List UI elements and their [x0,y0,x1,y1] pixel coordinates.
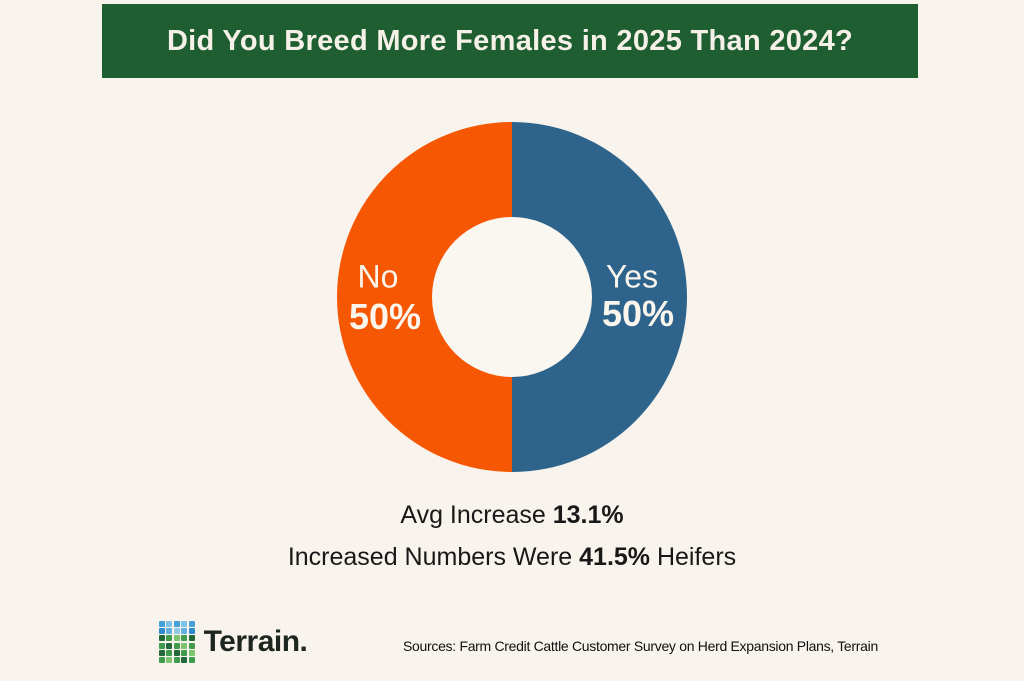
logo-mosaic-cell [166,627,173,634]
stat-line2-text: Increased Numbers Were [287,543,580,571]
logo-mosaic-cell [159,635,165,642]
stat-line-heifers: Increased Numbers Were 41.5% Heifers [0,536,1024,578]
logo-mosaic-cell [181,650,188,657]
logo-mosaic-cell [188,627,195,634]
slice-value-yes: 50% [601,293,675,334]
logo-mosaic-cell [159,627,165,634]
logo-mosaic-cell [159,620,165,627]
logo-mosaic-cell [166,635,173,642]
logo-mosaic-cell [188,657,195,664]
slice-label-no: No [357,258,399,295]
logo-mosaic-cell [173,635,180,642]
logo-mosaic-cell [173,657,180,664]
stat-line1-text: Avg Increase [400,501,553,529]
logo-mosaic-cell [166,650,173,657]
terrain-logo: Terrain. [159,620,308,664]
stats-block: Avg Increase 13.1% Increased Numbers Wer… [0,494,1024,578]
slice-label-yes: Yes [605,258,659,295]
logo-mosaic-cell [173,627,180,634]
logo-mosaic-cell [173,620,180,627]
logo-mosaic-cell [181,620,188,627]
logo-mosaic-cell [159,642,165,649]
donut-chart: No 50% Yes 50% [337,122,687,472]
stat-line-avg-increase: Avg Increase 13.1% [0,494,1024,536]
logo-mosaic-cell [166,620,173,627]
logo-mosaic-cell [188,620,195,627]
sources-note: Sources: Farm Credit Cattle Customer Sur… [403,638,878,654]
logo-mosaic-cell [159,657,165,664]
title-banner: Did You Breed More Females in 2025 Than … [102,4,918,78]
stat-line1-value: 13.1% [552,501,624,529]
logo-mosaic-cell [188,642,195,649]
logo-mosaic-cell [166,642,173,649]
stat-line2-suffix: Heifers [650,543,737,571]
logo-mosaic-cell [173,642,180,649]
logo-mosaic-cell [181,635,188,642]
logo-mosaic-cell [181,627,188,634]
slice-value-no: 50% [348,296,422,337]
stat-line2-value: 41.5% [579,543,651,571]
logo-mosaic-cell [166,657,173,664]
logo-mosaic-cell [181,657,188,664]
logo-mosaic-cell [181,642,188,649]
logo-mosaic-cell [188,635,195,642]
terrain-wordmark: Terrain. [203,625,308,658]
logo-mosaic-cell [188,650,195,657]
logo-mosaic-cell [159,650,165,657]
terrain-logo-grid-icon [159,620,195,664]
logo-mosaic-cell [173,650,180,657]
page-title: Did You Breed More Females in 2025 Than … [166,24,854,57]
donut-hole [432,217,592,377]
